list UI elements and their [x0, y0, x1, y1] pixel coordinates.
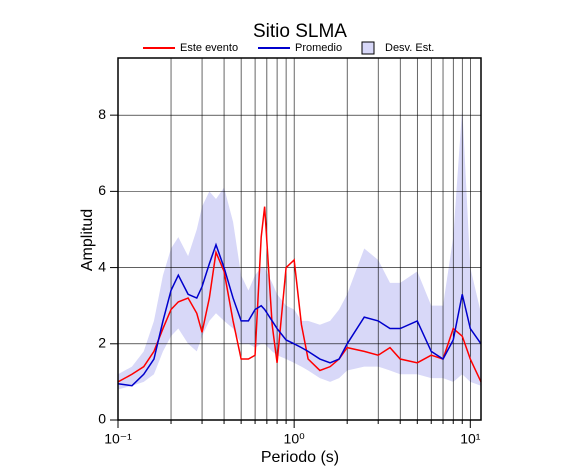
y-tick-label: 4 [98, 258, 106, 274]
series-line [117, 242, 482, 387]
y-tick-label: 6 [98, 182, 106, 198]
legend-label: Promedio [295, 42, 342, 54]
x-tick-label: 10⁻¹ [104, 431, 132, 447]
std-band [118, 107, 481, 390]
y-tick-label: 2 [98, 334, 106, 350]
legend-swatch [361, 41, 375, 55]
series-line [117, 206, 482, 383]
legend-label: Este evento [180, 42, 238, 54]
y-axis-label: Amplitud [79, 209, 96, 271]
x-axis-label: Periodo (s) [261, 449, 339, 466]
plot-frame [117, 57, 482, 421]
y-tick-label: 0 [98, 411, 106, 427]
x-tick-label: 10¹ [460, 431, 481, 447]
chart-title: Sitio SLMA [253, 21, 347, 42]
x-tick-label: 10⁰ [284, 431, 306, 447]
legend-label: Desv. Est. [385, 42, 434, 54]
y-tick-label: 8 [98, 106, 106, 122]
